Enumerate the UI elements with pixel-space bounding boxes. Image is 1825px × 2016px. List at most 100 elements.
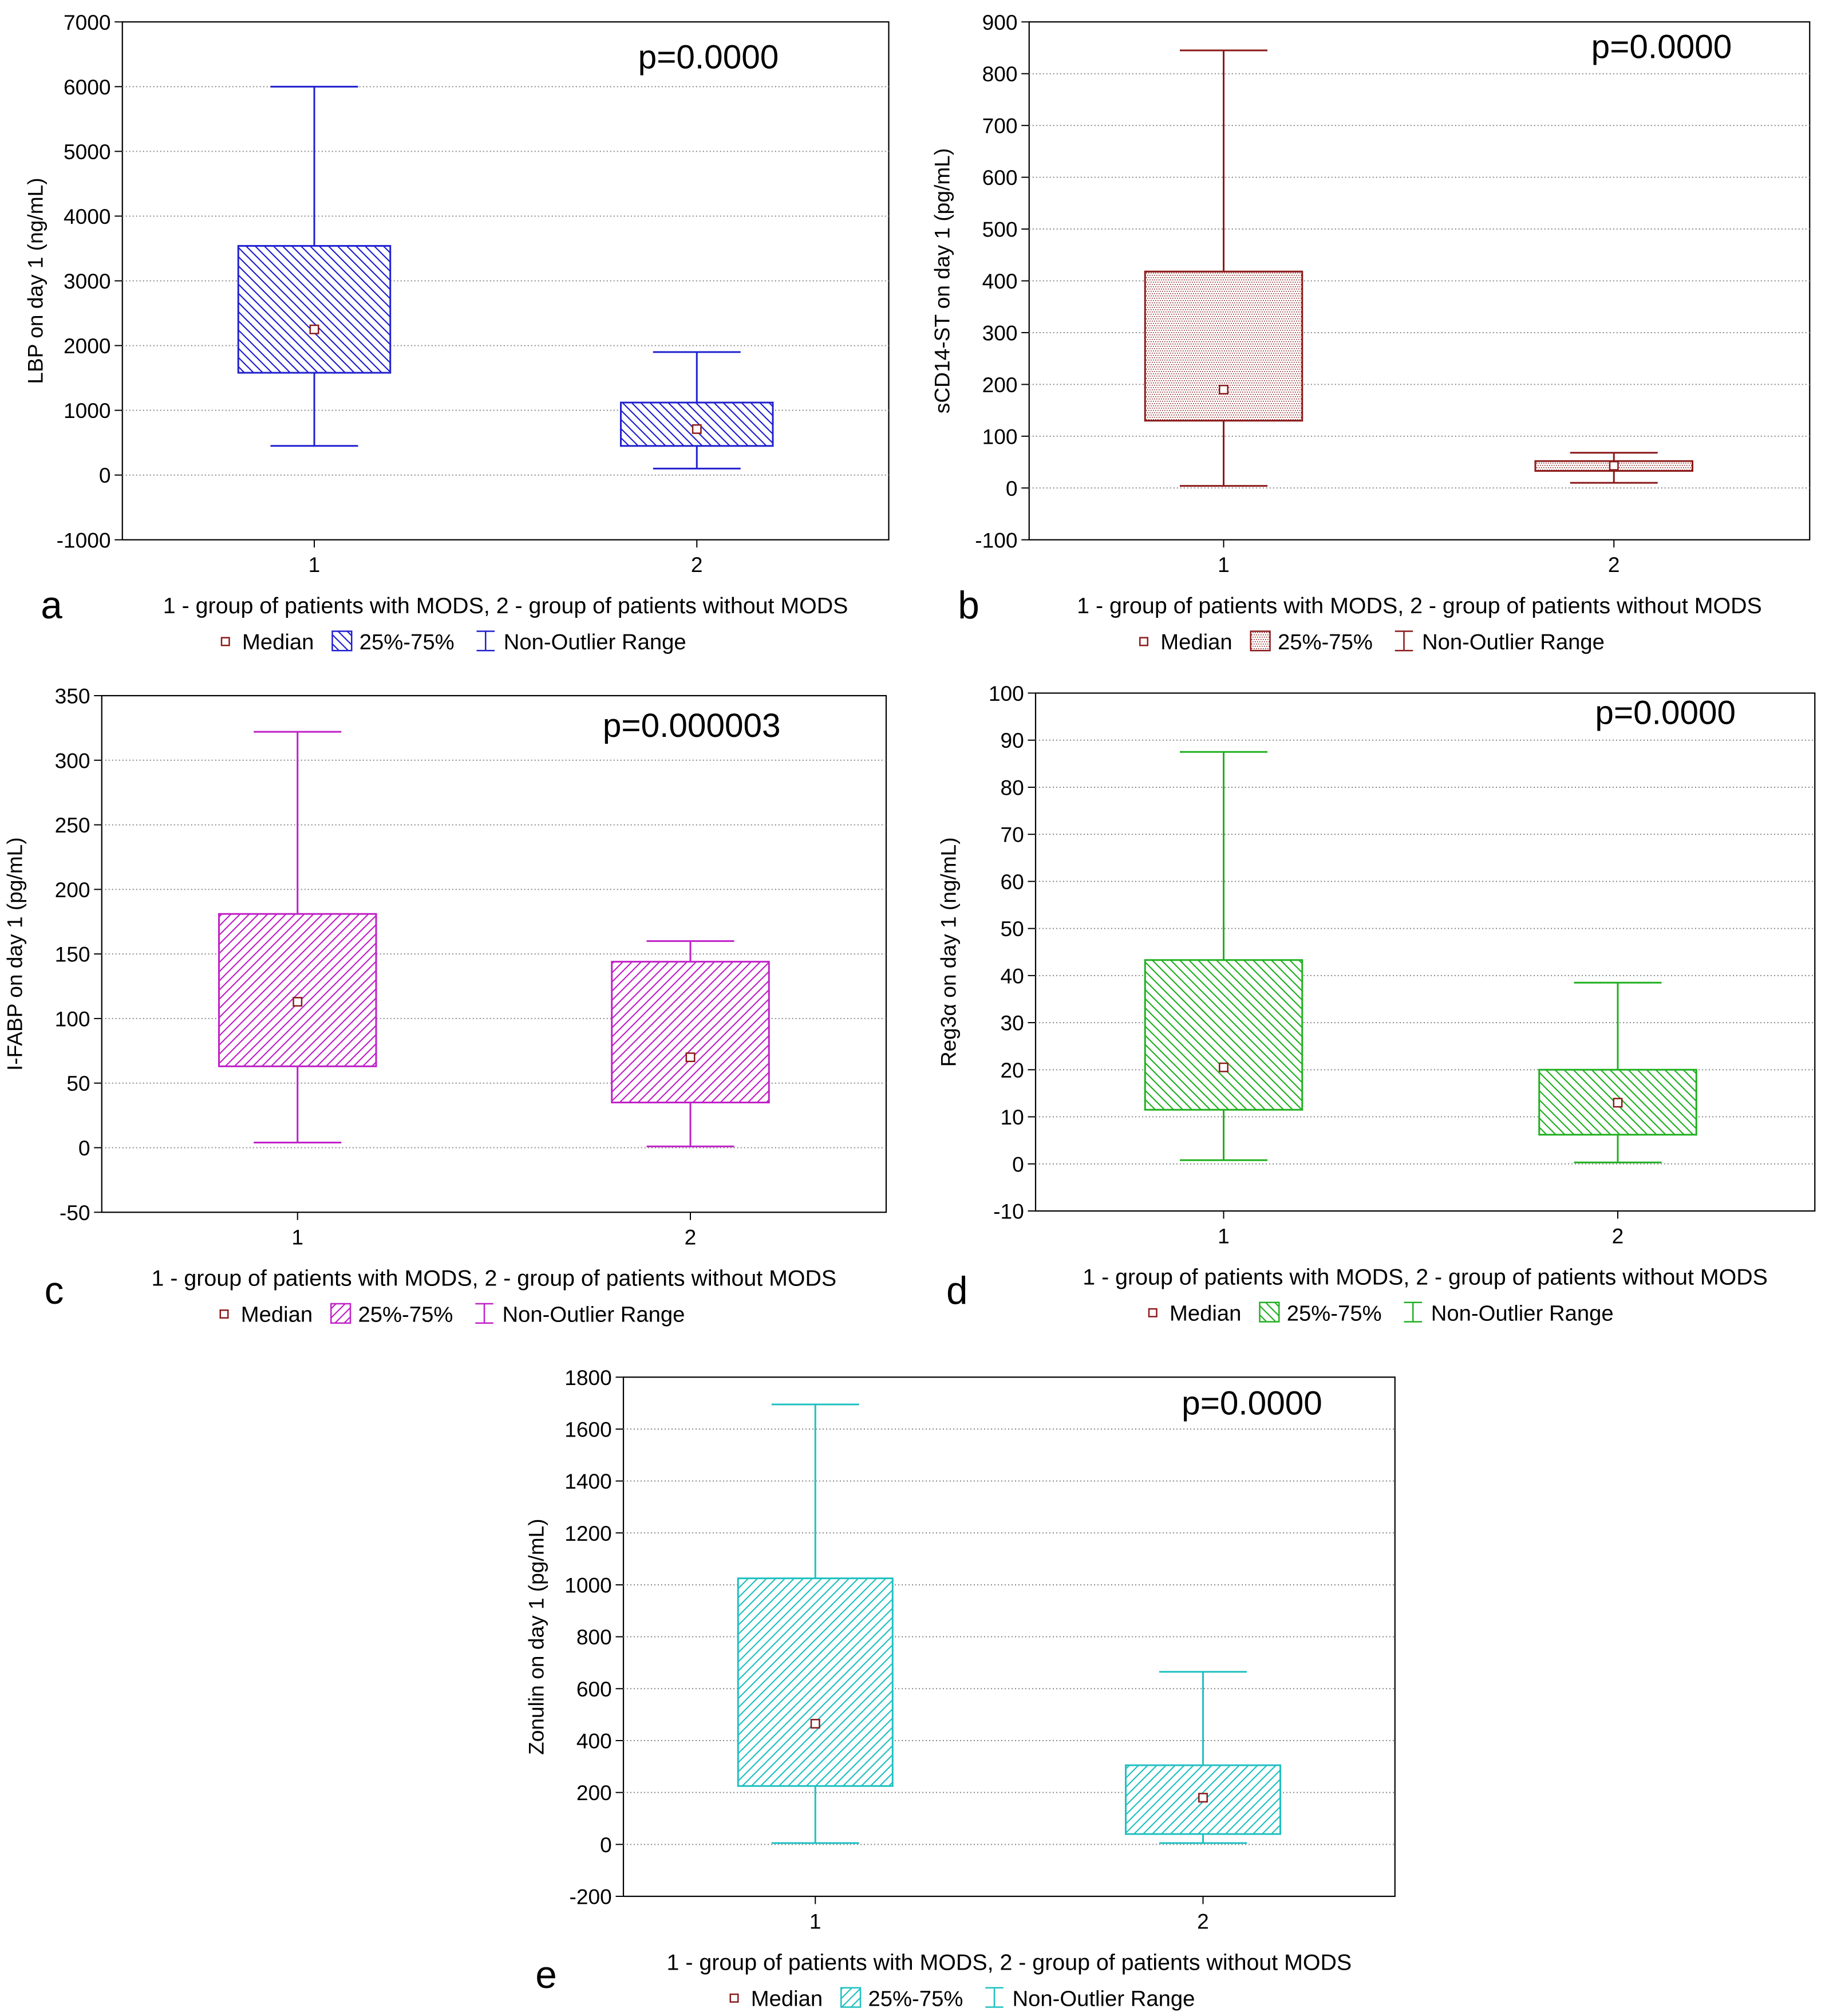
legend-iqr-label: 25%-75%: [868, 1986, 963, 2011]
y-tick-label: -10: [993, 1200, 1024, 1224]
y-tick-label: 0: [1006, 476, 1018, 500]
y-tick-label: 80: [1000, 775, 1024, 799]
y-tick-label: 800: [982, 62, 1018, 86]
y-tick-label: 200: [982, 373, 1018, 397]
y-tick-label: 50: [1000, 917, 1024, 941]
legend-median-icon: [1139, 637, 1148, 646]
legend-median-label: Median: [1160, 630, 1232, 654]
y-tick-label: 150: [55, 942, 90, 966]
median-marker: [692, 424, 702, 434]
legend: Median 25%-75% Non-Outlier Range: [219, 1303, 685, 1327]
panel-b: -100 0 100 200 300 400 500 600 700 800 900 1 2 p=0.00…: [930, 10, 1811, 654]
median-marker: [1609, 460, 1619, 471]
y-tick-label: 40: [1000, 964, 1024, 988]
legend-range-icon: [475, 1303, 493, 1324]
median-marker: [1219, 1062, 1228, 1072]
y-tick-label: 0: [600, 1833, 612, 1857]
y-tick-label: 300: [55, 748, 90, 772]
legend-iqr-label: 25%-75%: [360, 630, 455, 654]
panel-label: e: [535, 1954, 557, 1997]
y-tick-label: -200: [569, 1885, 611, 1909]
panel-c: -50 0 50 100 150 200 250 300 350 1 2 p=0.000003 I-FA…: [2, 684, 887, 1327]
x-tick-label: 2: [1197, 1909, 1209, 1933]
box-group-2: [1534, 452, 1693, 484]
legend-range-icon: [985, 1987, 1004, 2008]
legend-iqr-icon: [1250, 630, 1271, 652]
y-tick-label: 500: [982, 218, 1018, 242]
box-group-1: [737, 1403, 894, 1844]
legend-range-label: Non-Outlier Range: [504, 630, 686, 654]
x-tick-label: 1: [1218, 1224, 1230, 1248]
plot-frame: [1034, 692, 1816, 1212]
median-marker: [309, 324, 319, 334]
y-tick-label: 600: [982, 165, 1018, 190]
y-tick-label: 3000: [64, 269, 111, 293]
y-tick-label: 0: [78, 1136, 90, 1160]
legend-iqr-icon: [330, 1303, 351, 1324]
y-axis-label: sCD14-ST on day 1 (pg/mL): [930, 148, 954, 413]
legend-iqr-label: 25%-75%: [358, 1303, 453, 1327]
iqr-box: [737, 1577, 894, 1787]
legend-median-label: Median: [1170, 1301, 1241, 1325]
y-tick-label: 100: [989, 681, 1024, 705]
legend-median-label: Median: [242, 630, 314, 654]
y-axis-label: Zonulin on day 1 (pg/mL): [524, 1518, 548, 1755]
y-tick-label: 1000: [564, 1573, 612, 1597]
y-tick-label: 0: [1012, 1152, 1024, 1176]
legend: Median 25%-75% Non-Outlier Range: [729, 1986, 1195, 2011]
x-tick-label: 1: [291, 1225, 303, 1249]
box-group-2: [1125, 1671, 1281, 1844]
iqr-box: [611, 961, 770, 1104]
legend-median-icon: [729, 1993, 739, 2003]
median-marker: [1198, 1793, 1208, 1803]
y-tick-label: 50: [66, 1071, 90, 1095]
legend-range-label: Non-Outlier Range: [503, 1303, 685, 1327]
median-marker: [1219, 384, 1228, 394]
y-tick-label: 1000: [64, 399, 111, 423]
y-tick-label: 6000: [64, 75, 111, 99]
plot-frame: [121, 21, 890, 541]
box-group-2: [1538, 981, 1697, 1163]
y-tick-label: 900: [982, 10, 1018, 34]
legend-median-label: Median: [241, 1303, 313, 1327]
y-tick-label: -100: [975, 528, 1017, 552]
legend-iqr-icon: [331, 630, 353, 652]
box-group-1: [1144, 49, 1303, 487]
legend-range-label: Non-Outlier Range: [1431, 1301, 1614, 1325]
x-axis-label: 1 - group of patients with MODS, 2 - gro…: [152, 1266, 837, 1291]
y-axis-label: Reg3α on day 1 (ng/mL): [937, 837, 961, 1067]
p-value-annotation: p=0.0000: [638, 38, 779, 76]
legend-range-icon: [1395, 630, 1413, 652]
y-tick-label: 2000: [64, 334, 111, 358]
y-tick-label: 1800: [564, 1366, 612, 1390]
median-marker: [1613, 1098, 1623, 1108]
x-tick-label: 1: [1218, 553, 1230, 577]
legend-iqr-label: 25%-75%: [1278, 630, 1373, 654]
y-tick-label: -50: [60, 1201, 90, 1225]
y-tick-label: 100: [982, 424, 1018, 448]
panel-d: -10 0 10 20 30 40 50 60 70 80 90 100 1 2 p=0.0000 Reg3α…: [937, 681, 1816, 1325]
y-tick-label: 4000: [64, 204, 111, 228]
y-tick-label: 0: [99, 463, 111, 487]
x-axis-label: 1 - group of patients with MODS, 2 - gro…: [1077, 593, 1762, 618]
panel-label: d: [946, 1269, 968, 1312]
x-tick-label: 1: [309, 553, 321, 577]
x-tick-label: 2: [1608, 553, 1620, 577]
legend-median-icon: [219, 1309, 229, 1319]
median-marker: [293, 997, 303, 1007]
y-tick-label: 300: [982, 321, 1018, 345]
legend: Median 25%-75% Non-Outlier Range: [220, 630, 686, 654]
y-tick-label: 60: [1000, 870, 1024, 894]
p-value-annotation: p=0.000003: [603, 707, 781, 744]
y-tick-label: 1400: [564, 1469, 612, 1493]
y-tick-label: 7000: [64, 10, 111, 34]
iqr-box: [620, 401, 774, 447]
panel-a: -1000 0 1000 2000 3000 4000 5000 6000 7000 1 2 p=0.…: [23, 10, 890, 654]
p-value-annotation: p=0.0000: [1595, 695, 1736, 732]
x-axis-label: 1 - group of patients with MODS, 2 - gro…: [667, 1950, 1352, 1975]
x-axis-label: 1 - group of patients with MODS, 2 - gro…: [1083, 1264, 1768, 1289]
y-tick-label: 600: [576, 1677, 612, 1701]
y-tick-label: 70: [1000, 823, 1024, 847]
y-tick-label: 100: [55, 1007, 90, 1031]
